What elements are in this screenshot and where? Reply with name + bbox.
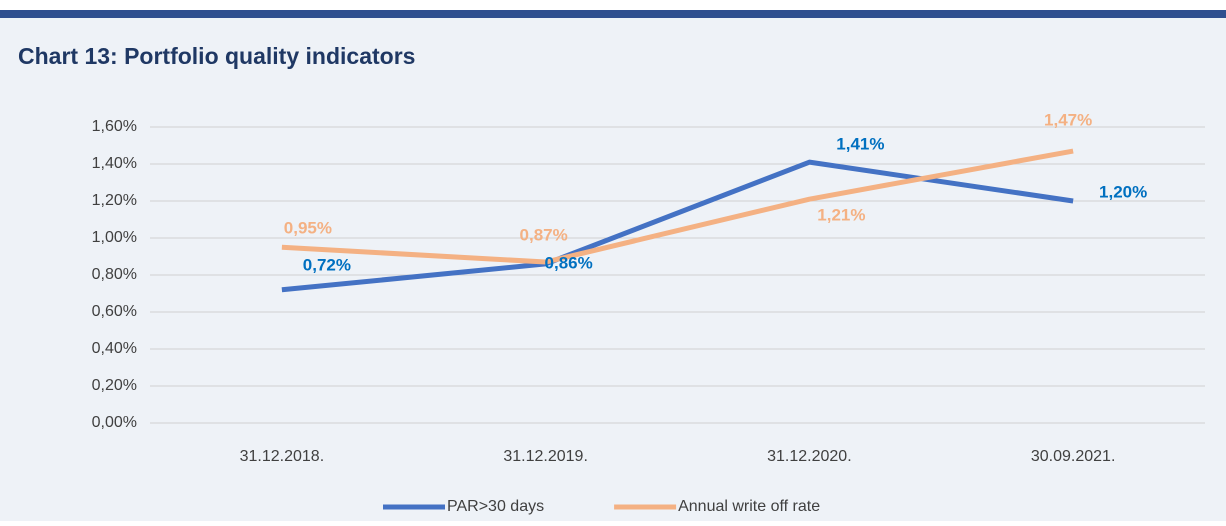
top-bar xyxy=(0,10,1226,18)
y-tick-label: 1,20% xyxy=(92,192,137,209)
data-label: 0,86% xyxy=(545,253,593,272)
x-tick-label: 30.09.2021. xyxy=(1031,448,1116,465)
y-tick-label: 1,40% xyxy=(92,155,137,172)
data-label: 0,72% xyxy=(303,255,351,274)
x-tick-label: 31.12.2019. xyxy=(503,448,588,465)
series-line xyxy=(281,159,1074,293)
data-label: 1,20% xyxy=(1099,182,1147,201)
x-tick-label: 31.12.2020. xyxy=(767,448,852,465)
data-label: 0,95% xyxy=(284,219,332,238)
data-label: 1,21% xyxy=(817,206,865,225)
y-tick-label: 0,40% xyxy=(92,340,137,357)
data-label: 1,41% xyxy=(836,135,884,154)
x-tick-label: 31.12.2018. xyxy=(240,448,325,465)
y-tick-label: 1,60% xyxy=(92,118,137,135)
data-label: 0,87% xyxy=(520,226,568,245)
chart-title: Chart 13: Portfolio quality indicators xyxy=(18,43,415,69)
series-line xyxy=(281,148,1074,265)
y-tick-label: 0,80% xyxy=(92,266,137,283)
top-gap xyxy=(0,0,1226,10)
y-tick-label: 0,60% xyxy=(92,303,137,320)
y-tick-label: 1,00% xyxy=(92,229,137,246)
y-tick-label: 0,00% xyxy=(92,414,137,431)
legend-label: PAR>30 days xyxy=(447,498,544,515)
y-tick-label: 0,20% xyxy=(92,377,137,394)
legend-label: Annual write off rate xyxy=(678,498,820,515)
data-label: 1,47% xyxy=(1044,111,1092,130)
